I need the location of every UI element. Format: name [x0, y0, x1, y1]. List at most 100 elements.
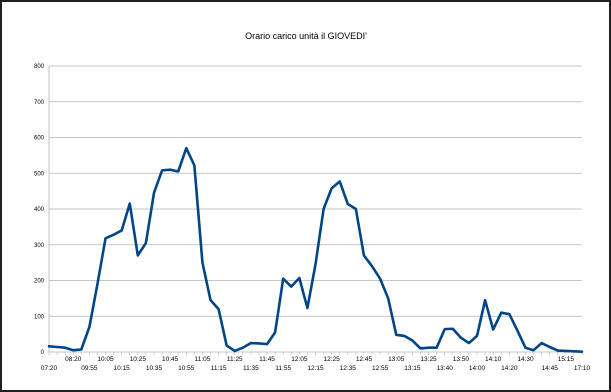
x-tick-label: 13:15 — [404, 365, 421, 372]
data-point — [532, 349, 534, 351]
data-point — [355, 208, 357, 210]
data-point — [581, 350, 583, 352]
y-tick-label-100: 100 — [34, 314, 45, 320]
series-line — [47, 146, 584, 353]
data-point — [274, 331, 276, 333]
data-point — [339, 180, 341, 182]
x-tick-label: 11:05 — [195, 356, 211, 363]
x-tick-label: 13:50 — [453, 356, 470, 363]
x-tick-label: 14:00 — [469, 365, 486, 372]
x-tick-label: 11:55 — [275, 365, 291, 372]
data-point — [548, 346, 550, 348]
series-layer — [47, 146, 584, 353]
data-point — [80, 348, 82, 350]
data-point — [565, 350, 567, 352]
x-tick-label: 08:20 — [65, 356, 82, 363]
data-point — [64, 347, 66, 349]
x-tick-label: 10:25 — [130, 356, 147, 363]
data-point — [258, 342, 260, 344]
y-tick-labels: 0 100 200 300 400 500 600 700 800 — [34, 64, 45, 356]
data-point — [363, 254, 365, 256]
data-point — [557, 349, 559, 351]
grid-lines — [49, 65, 582, 317]
data-point — [419, 347, 421, 349]
y-tick-label-600: 600 — [34, 136, 45, 142]
data-point — [330, 187, 332, 189]
x-tick-label: 07:20 — [41, 365, 58, 372]
x-tick-label: 14:10 — [485, 356, 502, 363]
data-point — [387, 297, 389, 299]
x-tick-label: 13:40 — [437, 365, 454, 372]
data-point — [48, 345, 50, 347]
y-tick-label-800: 800 — [34, 64, 45, 70]
data-point — [104, 237, 106, 239]
data-point — [161, 169, 163, 171]
data-point — [492, 328, 494, 330]
data-point — [379, 278, 381, 280]
data-point — [524, 347, 526, 349]
x-tick-label: 10:55 — [178, 365, 195, 372]
axes — [48, 66, 583, 355]
data-point — [435, 347, 437, 349]
data-point — [96, 283, 98, 285]
data-point — [209, 299, 211, 301]
x-tick-label: 15:15 — [558, 356, 575, 363]
x-tick-label: 17:10 — [574, 365, 591, 372]
x-tick-label: 10:45 — [162, 356, 179, 363]
x-tick-label: 10:15 — [114, 365, 131, 372]
data-point — [444, 328, 446, 330]
data-point — [468, 342, 470, 344]
data-point — [120, 229, 122, 231]
y-tick-label-700: 700 — [34, 100, 45, 106]
data-point — [395, 334, 397, 336]
data-point — [225, 344, 227, 346]
x-tick-label: 12:05 — [291, 356, 308, 363]
data-point — [250, 342, 252, 344]
data-point — [516, 329, 518, 331]
data-point — [201, 261, 203, 263]
data-point — [137, 254, 139, 256]
x-tick-label: 12:55 — [372, 365, 389, 372]
chart-title: Orario carico unità il GIOVEDI' — [245, 31, 367, 41]
data-point — [573, 350, 575, 352]
x-tick-label: 11:35 — [243, 365, 259, 372]
data-point — [452, 328, 454, 330]
y-tick-label-400: 400 — [34, 207, 45, 213]
data-point — [411, 339, 413, 341]
data-point — [56, 346, 58, 348]
x-tick-label: 12:35 — [340, 365, 357, 372]
x-tick-label: 09:55 — [81, 365, 98, 372]
data-point — [314, 263, 316, 265]
data-point — [540, 342, 542, 344]
data-point — [129, 202, 131, 204]
data-point — [500, 311, 502, 313]
data-point — [298, 277, 300, 279]
x-tick-label: 12:45 — [356, 356, 373, 363]
data-point — [290, 285, 292, 287]
data-point — [322, 208, 324, 210]
data-point — [484, 299, 486, 301]
data-point — [427, 347, 429, 349]
data-point — [72, 349, 74, 351]
data-point — [234, 350, 236, 352]
x-tick-label: 11:15 — [211, 365, 227, 372]
data-point — [403, 335, 405, 337]
data-point — [88, 326, 90, 328]
data-point — [476, 335, 478, 337]
x-tick-label: 12:15 — [307, 365, 324, 372]
data-point — [460, 337, 462, 339]
data-point — [193, 164, 195, 166]
y-tick-label-500: 500 — [34, 171, 45, 177]
data-point — [347, 203, 349, 205]
x-tick-label: 13:05 — [388, 356, 405, 363]
x-tick-label: 12:25 — [324, 356, 341, 363]
data-point — [145, 242, 147, 244]
data-point — [282, 278, 284, 280]
data-point — [185, 147, 187, 149]
x-tick-label: 14:30 — [517, 356, 534, 363]
data-point — [242, 347, 244, 349]
y-tick-label-200: 200 — [34, 279, 45, 285]
data-point — [266, 343, 268, 345]
y-tick-label-0: 0 — [41, 350, 45, 356]
